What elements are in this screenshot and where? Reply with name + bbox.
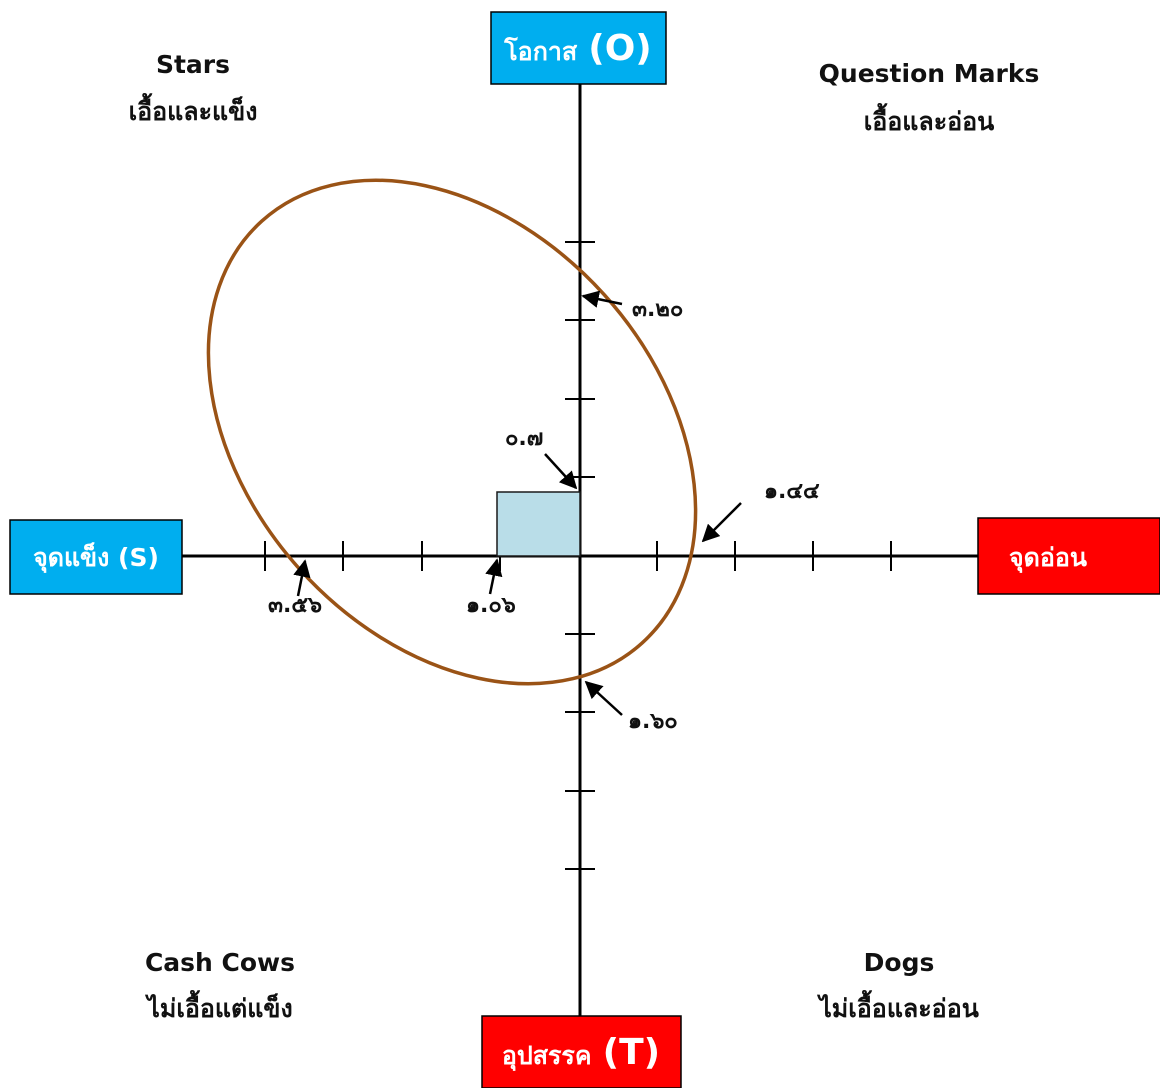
quadrant-dogs-subtitle: ไม่เอื้อและอ่อน — [816, 989, 979, 1023]
value-opportunity: ๓.๒๐ — [632, 297, 683, 322]
strategy-ellipse — [206, 178, 698, 686]
opportunity-box: โอกาส (O) — [490, 11, 667, 85]
strength-box: จุดแข็ง (S) — [9, 519, 183, 595]
strength-box-label: จุดแข็ง (S) — [33, 542, 159, 574]
arrow-net-strength — [485, 558, 503, 595]
quadrant-dogs-title: Dogs — [864, 948, 935, 977]
opportunity-box-bg — [490, 11, 667, 85]
value-net-strength: ๑.๐๖ — [466, 593, 516, 618]
net-position-rectangle — [496, 491, 581, 557]
threat-box-label: อุปสรรค (T) — [502, 1032, 660, 1073]
arrow-opportunity — [581, 290, 623, 308]
threat-box: อุปสรรค (T) — [481, 1015, 682, 1088]
weakness-box-label: จุดอ่อน — [1009, 543, 1087, 574]
weakness-box: จุดอ่อน — [977, 517, 1160, 595]
value-net-opportunity: ๐.๗ — [505, 426, 543, 451]
value-strength: ๓.๕๖ — [268, 593, 322, 618]
threat-box-bg — [481, 1015, 682, 1088]
quadrant-cash-cows-subtitle: ไม่เอื้อแต่แข็ง — [144, 989, 292, 1023]
quadrant-stars-subtitle: เอื้อและแข็ง — [129, 92, 258, 126]
weakness-box-bg — [977, 517, 1160, 595]
arrow-threat — [584, 680, 623, 716]
quadrant-question-marks-title: Question Marks — [819, 59, 1040, 88]
quadrant-cash-cows-title: Cash Cows — [145, 948, 295, 977]
arrow-weakness — [701, 502, 742, 543]
arrow-net-opportunity — [544, 453, 578, 490]
value-threat: ๑.๖๐ — [628, 709, 678, 734]
quadrant-question-marks-subtitle: เอื้อและอ่อน — [864, 102, 995, 136]
arrow-strength — [293, 559, 311, 597]
strength-box-bg — [9, 519, 183, 595]
quadrant-stars-title: Stars — [156, 50, 230, 79]
value-weakness: ๑.๔๔ — [764, 479, 820, 504]
opportunity-box-label: โอกาส (O) — [503, 28, 652, 69]
